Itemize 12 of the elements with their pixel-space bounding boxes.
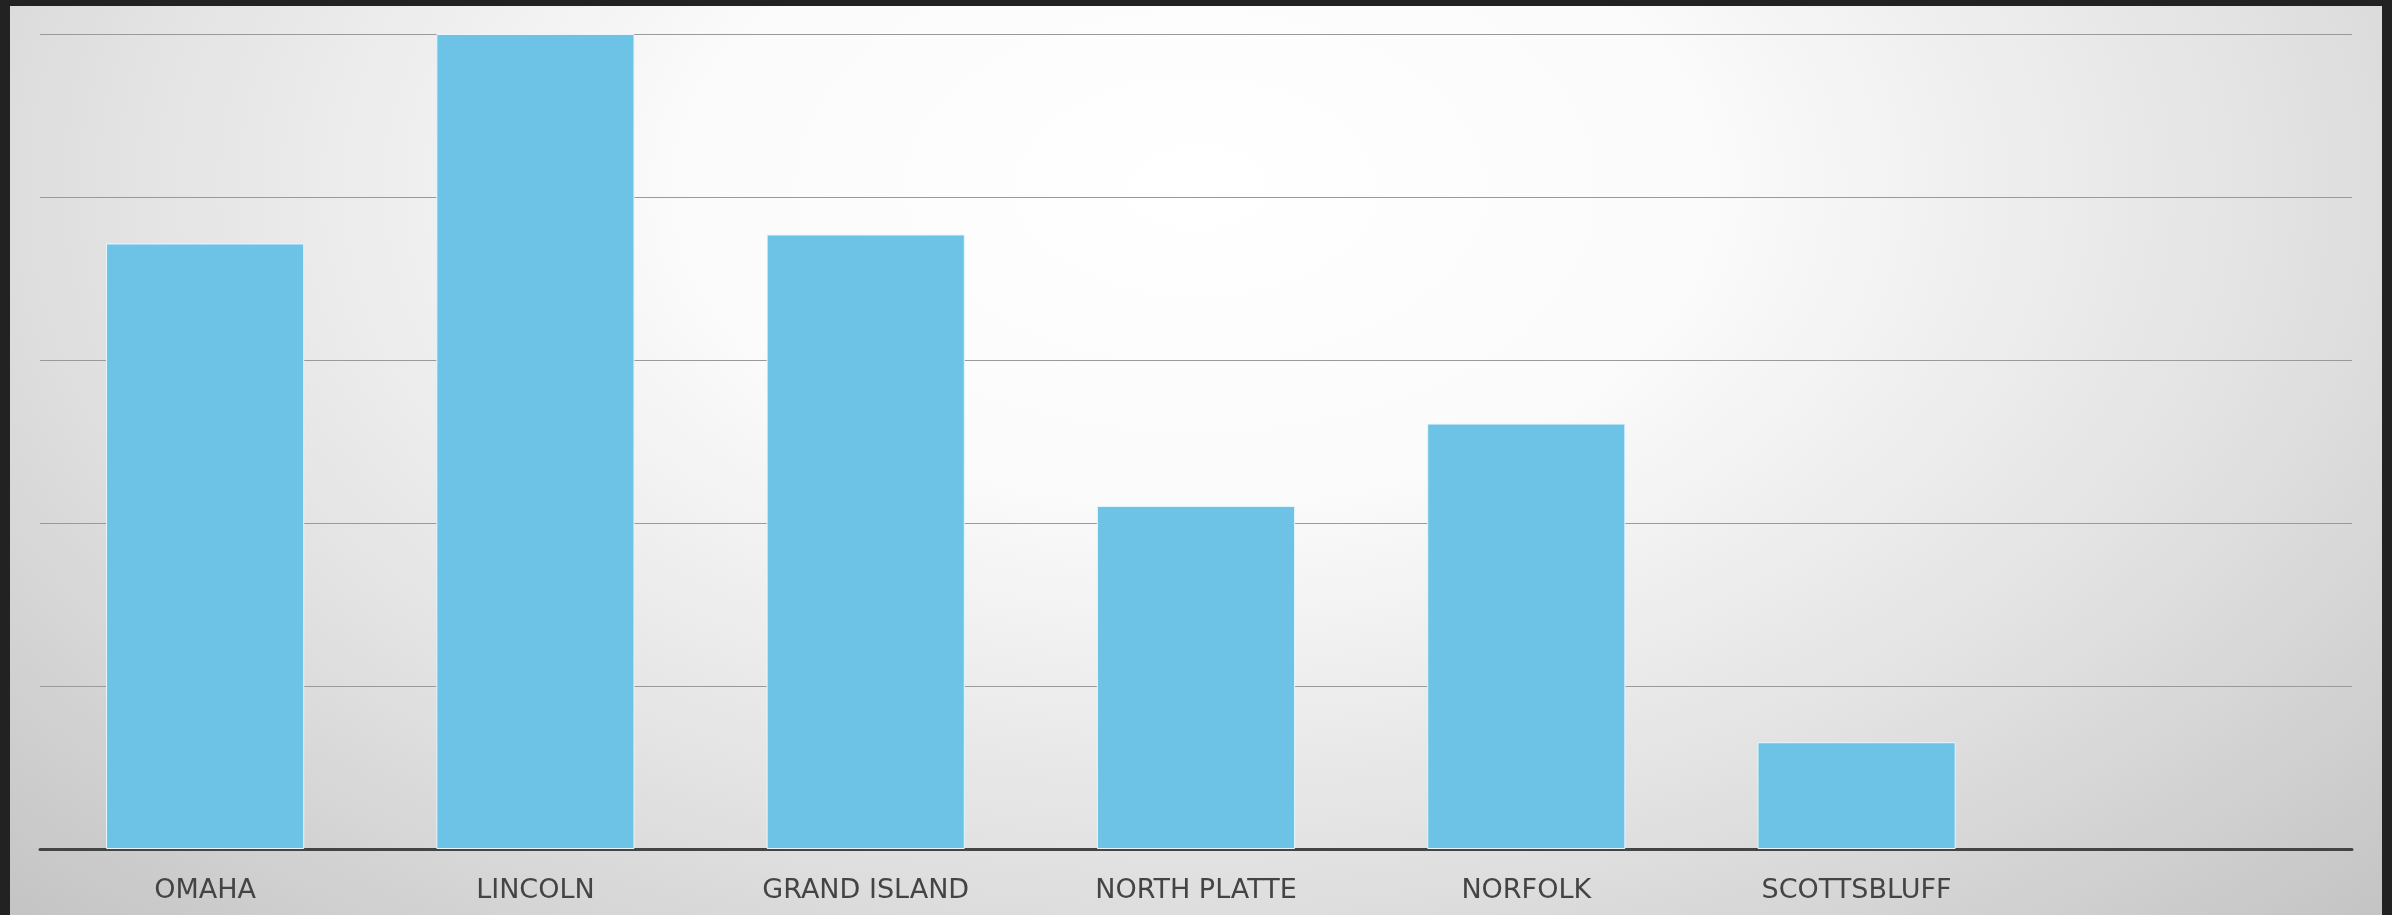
x-tick-label: NORTH PLATTE: [1095, 873, 1297, 904]
bar: [766, 234, 965, 849]
x-tick-label: GRAND ISLAND: [762, 873, 970, 904]
bar: [1757, 742, 1956, 849]
bar: [436, 34, 635, 849]
x-tick-label: LINCOLN: [476, 873, 595, 904]
x-tick-label: SCOTTSBLUFF: [1761, 873, 1952, 904]
bar: [106, 243, 305, 849]
x-tick-label: OMAHA: [154, 873, 257, 904]
bar: [1427, 423, 1626, 849]
bar: [1096, 505, 1296, 849]
x-tick-label: NORFOLK: [1461, 873, 1593, 904]
